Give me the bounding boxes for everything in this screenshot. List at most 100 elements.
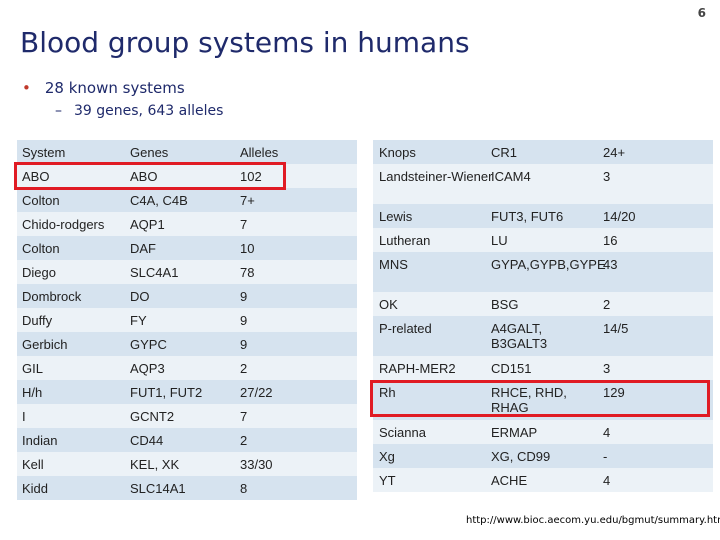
table-cell: 16	[603, 233, 618, 248]
table-cell: 9	[240, 337, 248, 352]
table-cell: 14/20	[603, 209, 636, 224]
table-cell: 33/30	[240, 457, 273, 472]
table-cell: CD151	[491, 361, 532, 376]
table-row: RAPH-MER2 CD151 3	[373, 356, 713, 380]
column-header: Alleles	[240, 145, 279, 160]
table-cell: GYPC	[130, 337, 167, 352]
table-cell: 7	[240, 409, 248, 424]
table-cell: DAF	[130, 241, 156, 256]
table-row: ABO ABO 102	[17, 164, 357, 188]
table-cell: Duffy	[22, 313, 53, 328]
table-cell: RAPH-MER2	[379, 361, 456, 376]
table-cell: SLC14A1	[130, 481, 186, 496]
table-cell: FUT3, FUT6	[491, 209, 564, 224]
table-cell: OK	[379, 297, 398, 312]
bullet-dot-icon: •	[22, 79, 31, 97]
table-cell: Colton	[22, 193, 60, 208]
table-cell: FY	[130, 313, 147, 328]
table-cell: 2	[603, 297, 611, 312]
table-row: Gerbich GYPC 9	[17, 332, 357, 356]
table-cell: 7+	[240, 193, 255, 208]
table-cell: 78	[240, 265, 255, 280]
table-row: Diego SLC4A1 78	[17, 260, 357, 284]
table-row: Dombrock DO 9	[17, 284, 357, 308]
table-cell: 43	[603, 257, 618, 272]
table-cell: Gerbich	[22, 337, 68, 352]
left-blood-group-table: System Genes Alleles ABO ABO 102 Colton C4A,…	[17, 140, 357, 500]
bullet-item: • 28 known systems	[22, 79, 185, 97]
dash-icon: –	[55, 103, 62, 119]
table-cell: AQP1	[130, 217, 165, 232]
table-cell: 2	[240, 361, 248, 376]
table-row: H/h FUT1, FUT2 27/22	[17, 380, 357, 404]
table-cell: XG, CD99	[491, 449, 551, 464]
table-cell: GIL	[22, 361, 43, 376]
table-row: GIL AQP3 2	[17, 356, 357, 380]
table-row: Lewis FUT3, FUT6 14/20	[373, 204, 713, 228]
sub-bullet-item: –39 genes, 643 alleles	[55, 103, 223, 119]
table-row: Colton C4A, C4B 7+	[17, 188, 357, 212]
column-header: Genes	[130, 145, 169, 160]
table-cell: Lewis	[379, 209, 413, 224]
table-row: P-related A4GALT, B3GALT3 14/5	[373, 316, 713, 356]
table-cell: Kell	[22, 457, 44, 472]
table-row: Scianna ERMAP 4	[373, 420, 713, 444]
table-cell: ABO	[22, 169, 50, 184]
table-cell: 3	[603, 361, 611, 376]
table-row: Duffy FY 9	[17, 308, 357, 332]
table-cell: Scianna	[379, 425, 426, 440]
table-cell: SLC4A1	[130, 265, 179, 280]
table-cell: 9	[240, 289, 248, 304]
table-cell: FUT1, FUT2	[130, 385, 203, 400]
table-cell: YT	[379, 473, 396, 488]
sub-bullet-text: 39 genes, 643 alleles	[74, 103, 224, 119]
table-row: Kell KEL, XK 33/30	[17, 452, 357, 476]
table-cell: 8	[240, 481, 248, 496]
table-cell: Knops	[379, 145, 416, 160]
table-cell: BSG	[491, 297, 519, 312]
table-cell: 129	[603, 385, 625, 400]
table-cell: 102	[240, 169, 262, 184]
table-header-row: System Genes Alleles	[17, 140, 357, 164]
table-cell: DO	[130, 289, 150, 304]
table-cell: MNS	[379, 257, 408, 272]
bullet-text: 28 known systems	[44, 79, 185, 97]
column-header: System	[22, 145, 66, 160]
table-cell: 10	[240, 241, 255, 256]
page-number: 6	[697, 6, 706, 20]
table-row: Chido-rodgers AQP1 7	[17, 212, 357, 236]
table-cell: H/h	[22, 385, 43, 400]
table-cell: 4	[603, 425, 611, 440]
table-cell: 3	[603, 169, 611, 184]
table-cell: LU	[491, 233, 508, 248]
table-cell: ICAM4	[491, 169, 531, 184]
source-url: http://www.bioc.aecom.yu.edu/bgmut/summa…	[466, 515, 720, 526]
table-cell: Chido-rodgers	[22, 217, 105, 232]
table-cell: Landsteiner-Wiener	[379, 169, 493, 184]
table-cell: Diego	[22, 265, 56, 280]
table-row: Xg XG, CD99 -	[373, 444, 713, 468]
table-row: YT ACHE 4	[373, 468, 713, 492]
table-row: Kidd SLC14A1 8	[17, 476, 357, 500]
table-cell: KEL, XK	[130, 457, 180, 472]
table-cell: 9	[240, 313, 248, 328]
table-row: Colton DAF 10	[17, 236, 357, 260]
table-cell: I	[22, 409, 26, 424]
table-row: MNS GYPA,GYPB,GYPE 43	[373, 252, 713, 292]
table-cell: P-related	[379, 321, 432, 336]
table-cell: GYPA,GYPB,GYPE	[491, 257, 606, 272]
table-row: Lutheran LU 16	[373, 228, 713, 252]
table-cell: ERMAP	[491, 425, 538, 440]
table-cell: 24+	[603, 145, 626, 160]
right-blood-group-table: Knops CR1 24+ Landsteiner-Wiener ICAM4 3 Lewis…	[373, 140, 713, 492]
table-row: Knops CR1 24+	[373, 140, 713, 164]
table-row: Indian CD44 2	[17, 428, 357, 452]
table-row: Rh RHCE, RHD, RHAG 129	[373, 380, 713, 420]
slide-title: Blood group systems in humans	[20, 26, 470, 59]
table-row: I GCNT2 7	[17, 404, 357, 428]
table-cell: Lutheran	[379, 233, 431, 248]
table-cell: 4	[603, 473, 611, 488]
table-cell: CR1	[491, 145, 518, 160]
table-row: OK BSG 2	[373, 292, 713, 316]
table-cell: GCNT2	[130, 409, 175, 424]
